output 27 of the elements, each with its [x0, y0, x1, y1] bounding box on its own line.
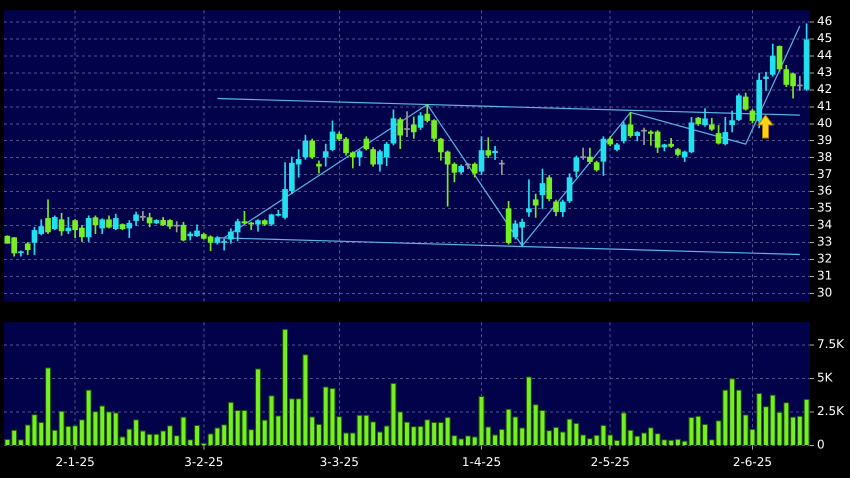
x-tick-label: 3-2-25: [184, 454, 224, 469]
y-tick-label: 40: [817, 116, 832, 130]
y-tick-label: 32: [817, 252, 832, 266]
y-tick-label: 43: [817, 65, 832, 80]
y-tick-label: 34: [817, 218, 832, 232]
y-tick-label: 0: [817, 438, 825, 452]
y-tick-label: 7.5K: [817, 337, 846, 352]
y-tick-label: 5K: [817, 370, 834, 385]
y-tick-label: 46: [817, 14, 832, 28]
y-tick-label: 45: [817, 31, 832, 46]
x-tick-label: 2-5-25: [590, 454, 630, 469]
x-tick-label: 2-1-25: [56, 454, 95, 469]
y-tick-label: 37: [817, 166, 832, 181]
x-tick-label: 1-4-25: [462, 454, 502, 469]
y-tick-label: 31: [817, 268, 832, 282]
x-tick-label: 3-3-25: [320, 454, 359, 469]
y-tick-label: 39: [817, 132, 832, 147]
y-tick-label: 42: [817, 82, 832, 96]
y-tick-label: 2.5K: [817, 404, 846, 418]
y-tick-label: 35: [817, 200, 832, 215]
y-tick-label: 41: [817, 98, 832, 113]
y-tick-label: 38: [817, 150, 832, 164]
y-tick-label: 44: [817, 48, 832, 62]
x-tick-label: 2-6-25: [732, 454, 772, 469]
y-tick-label: 36: [817, 184, 832, 198]
y-tick-label: 30: [817, 285, 832, 300]
y-tick-label: 33: [817, 234, 832, 249]
